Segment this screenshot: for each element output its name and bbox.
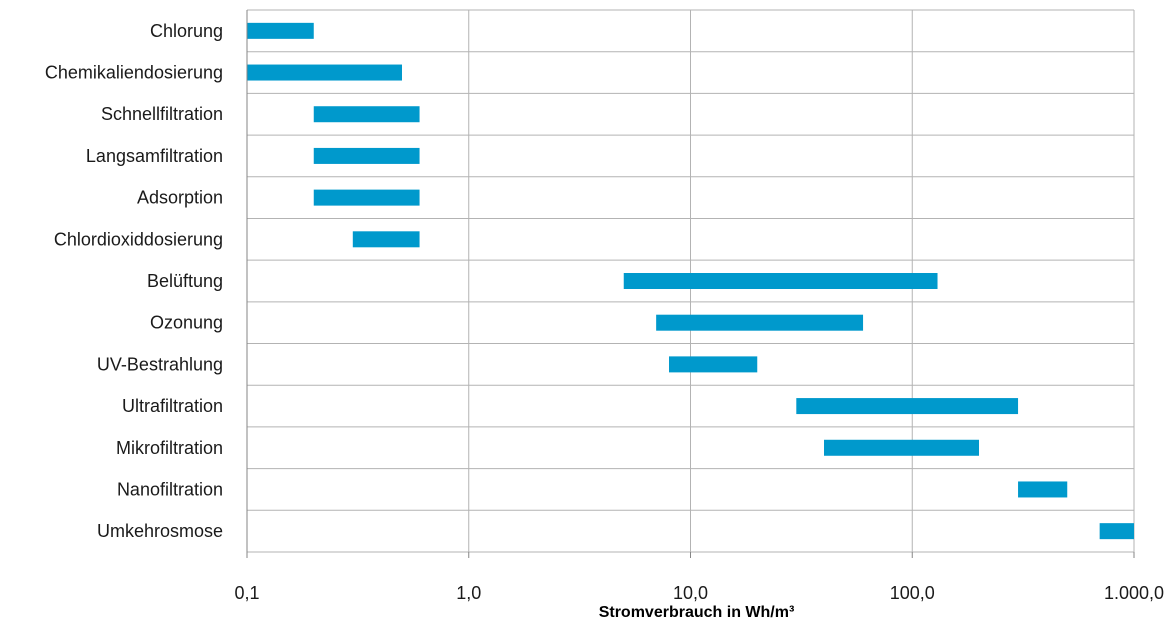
category-label: Adsorption — [137, 188, 223, 208]
range-bar — [1018, 481, 1068, 498]
x-tick-label: 1,0 — [456, 583, 481, 603]
bar-layer — [247, 22, 1134, 540]
x-tick-label: 10,0 — [673, 583, 708, 603]
x-axis-title: Stromverbrauch in Wh/m³ — [599, 604, 795, 621]
category-label: UV-Bestrahlung — [97, 354, 223, 374]
range-bar — [247, 22, 314, 39]
range-bar — [824, 439, 980, 456]
range-bar — [313, 189, 420, 206]
x-tick-label: 0,1 — [234, 583, 259, 603]
range-bar — [796, 398, 1019, 415]
category-label: Mikrofiltration — [116, 438, 223, 458]
category-label: Langsamfiltration — [86, 146, 223, 166]
axis-layer — [246, 10, 1135, 558]
range-bar — [313, 106, 420, 123]
range-bar — [623, 273, 938, 289]
category-label: Belüftung — [147, 271, 223, 291]
category-label: Ozonung — [150, 313, 223, 333]
category-label: Chemikaliendosierung — [45, 63, 223, 83]
x-tick-label: 100,0 — [890, 583, 935, 603]
range-bar — [247, 64, 402, 81]
range-bar — [352, 231, 420, 248]
range-bar — [656, 314, 864, 331]
range-bar — [1099, 523, 1134, 540]
x-tick-labels: 0,1 1,0 10,0 100,0 1.000,0 — [234, 583, 1164, 603]
range-bar — [669, 356, 758, 373]
category-label: Nanofiltration — [117, 479, 223, 499]
category-label: Schnellfiltration — [101, 104, 223, 124]
x-tick-label: 1.000,0 — [1104, 583, 1164, 603]
category-label: Umkehrosmose — [97, 521, 223, 541]
category-label: Chlorung — [150, 21, 223, 41]
range-bar — [313, 147, 420, 164]
category-labels: Chlorung Chemikaliendosierung Schnellfiltr… — [45, 21, 223, 541]
category-label: Chlordioxiddosierung — [54, 229, 223, 249]
category-label: Ultrafiltration — [122, 396, 223, 416]
